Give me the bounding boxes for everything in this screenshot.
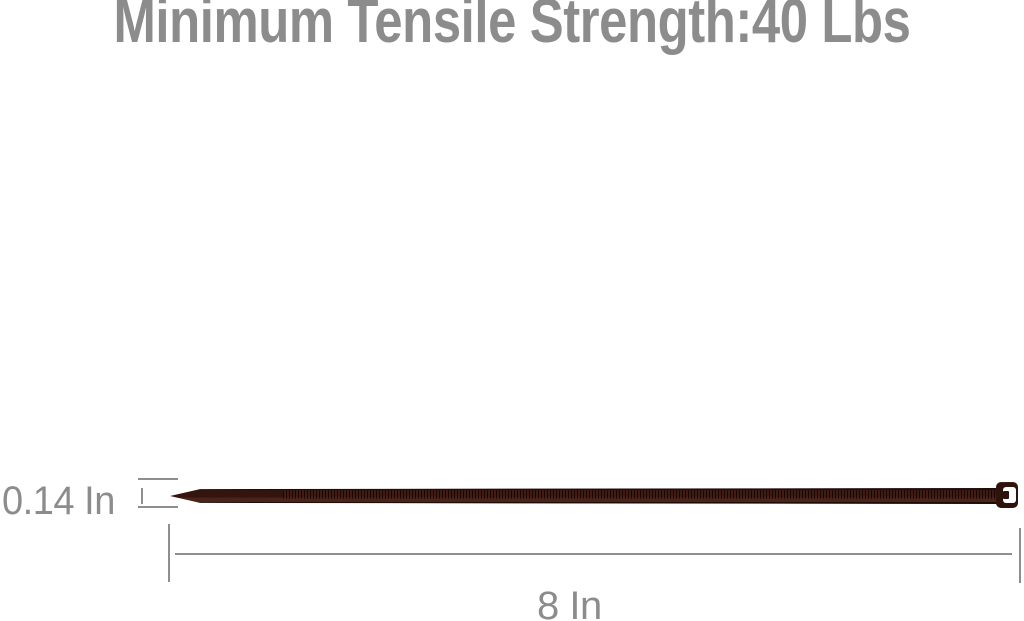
length-label: 8 In [537,584,602,621]
length-extension-line-left [168,524,170,582]
length-dimension-line [175,553,1012,555]
tensile-strength-title: Minimum Tensile Strength:40 Lbs [113,0,911,56]
cable-tie-serrations [283,490,997,499]
thickness-bracket-top-line [138,478,178,480]
thickness-bracket-tick [141,488,143,504]
length-extension-line-right [1019,528,1021,583]
cable-tie-head-pawl [1003,491,1009,499]
thickness-label: 0.14 In [2,479,115,523]
thickness-bracket-bottom-line [138,506,178,508]
